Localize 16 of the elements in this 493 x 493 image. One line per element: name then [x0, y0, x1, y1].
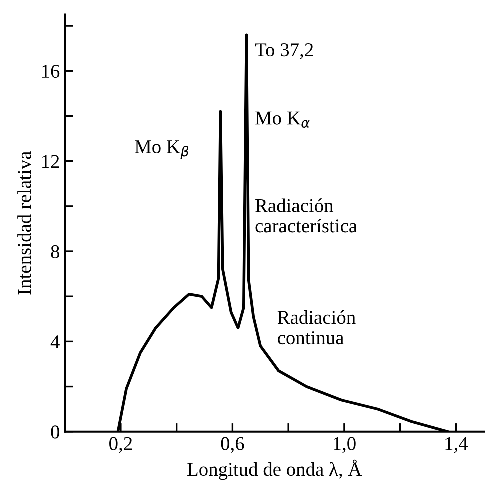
annotation: To 37,2: [255, 44, 314, 60]
x-axis-title: Longitud de onda λ, Å: [188, 460, 362, 480]
annotation: Mo K$_{β}$: [135, 140, 189, 160]
x-tick-label: 1,0: [334, 437, 356, 454]
x-tick-label: 0,2: [110, 437, 132, 454]
annotation: Radiación característica: [256, 198, 358, 233]
y-tick-label: 12: [42, 155, 60, 168]
y-tick-label: 4: [50, 336, 60, 348]
y-tick-label: 8: [51, 245, 60, 258]
y-tick-label: 16: [42, 65, 60, 78]
y-tick-label: 0: [51, 426, 60, 439]
y-axis-title: Intensidad relativa: [18, 152, 32, 295]
annotation: Mo K$_{α}$: [256, 112, 310, 128]
annotation: Radiación continua: [278, 310, 356, 345]
x-tick-label: 0,6: [221, 437, 244, 454]
x-tick-label: 1,4: [446, 437, 468, 454]
